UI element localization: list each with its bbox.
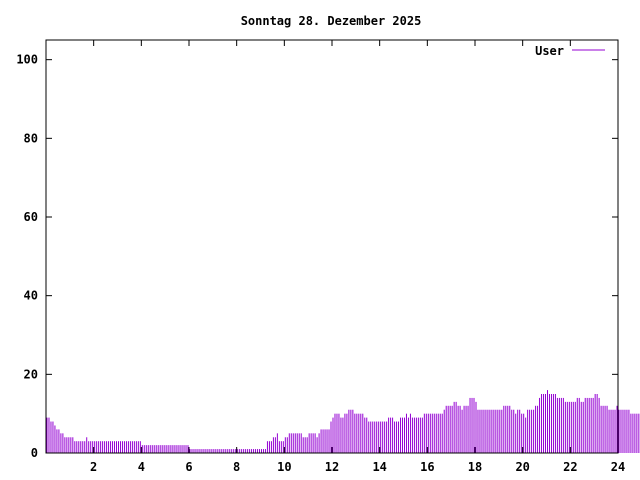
x-tick-label: 12 [325, 460, 339, 474]
plot-border [45, 39, 619, 454]
y-tick-label: 20 [24, 367, 38, 381]
y-tick-label: 100 [16, 53, 38, 67]
x-tick-label: 4 [138, 460, 145, 474]
x-tick-label: 6 [185, 460, 192, 474]
legend: User [535, 44, 605, 58]
x-tick-label: 10 [277, 460, 291, 474]
x-tick-label: 20 [515, 460, 529, 474]
x-tick-label: 8 [233, 460, 240, 474]
y-tick-label: 60 [24, 210, 38, 224]
y-tick-label: 40 [24, 289, 38, 303]
y-tick-label: 80 [24, 131, 38, 145]
x-tick-label: 2 [90, 460, 97, 474]
chart-title: Sonntag 28. Dezember 2025 [241, 14, 422, 28]
bars-group [46, 390, 640, 453]
x-tick-label: 14 [372, 460, 386, 474]
x-tick-label: 22 [563, 460, 577, 474]
x-tick-label: 24 [611, 460, 625, 474]
y-tick-label: 0 [31, 446, 38, 460]
legend-label-user: User [535, 44, 564, 58]
x-tick-label: 16 [420, 460, 434, 474]
x-tick-label: 18 [468, 460, 482, 474]
